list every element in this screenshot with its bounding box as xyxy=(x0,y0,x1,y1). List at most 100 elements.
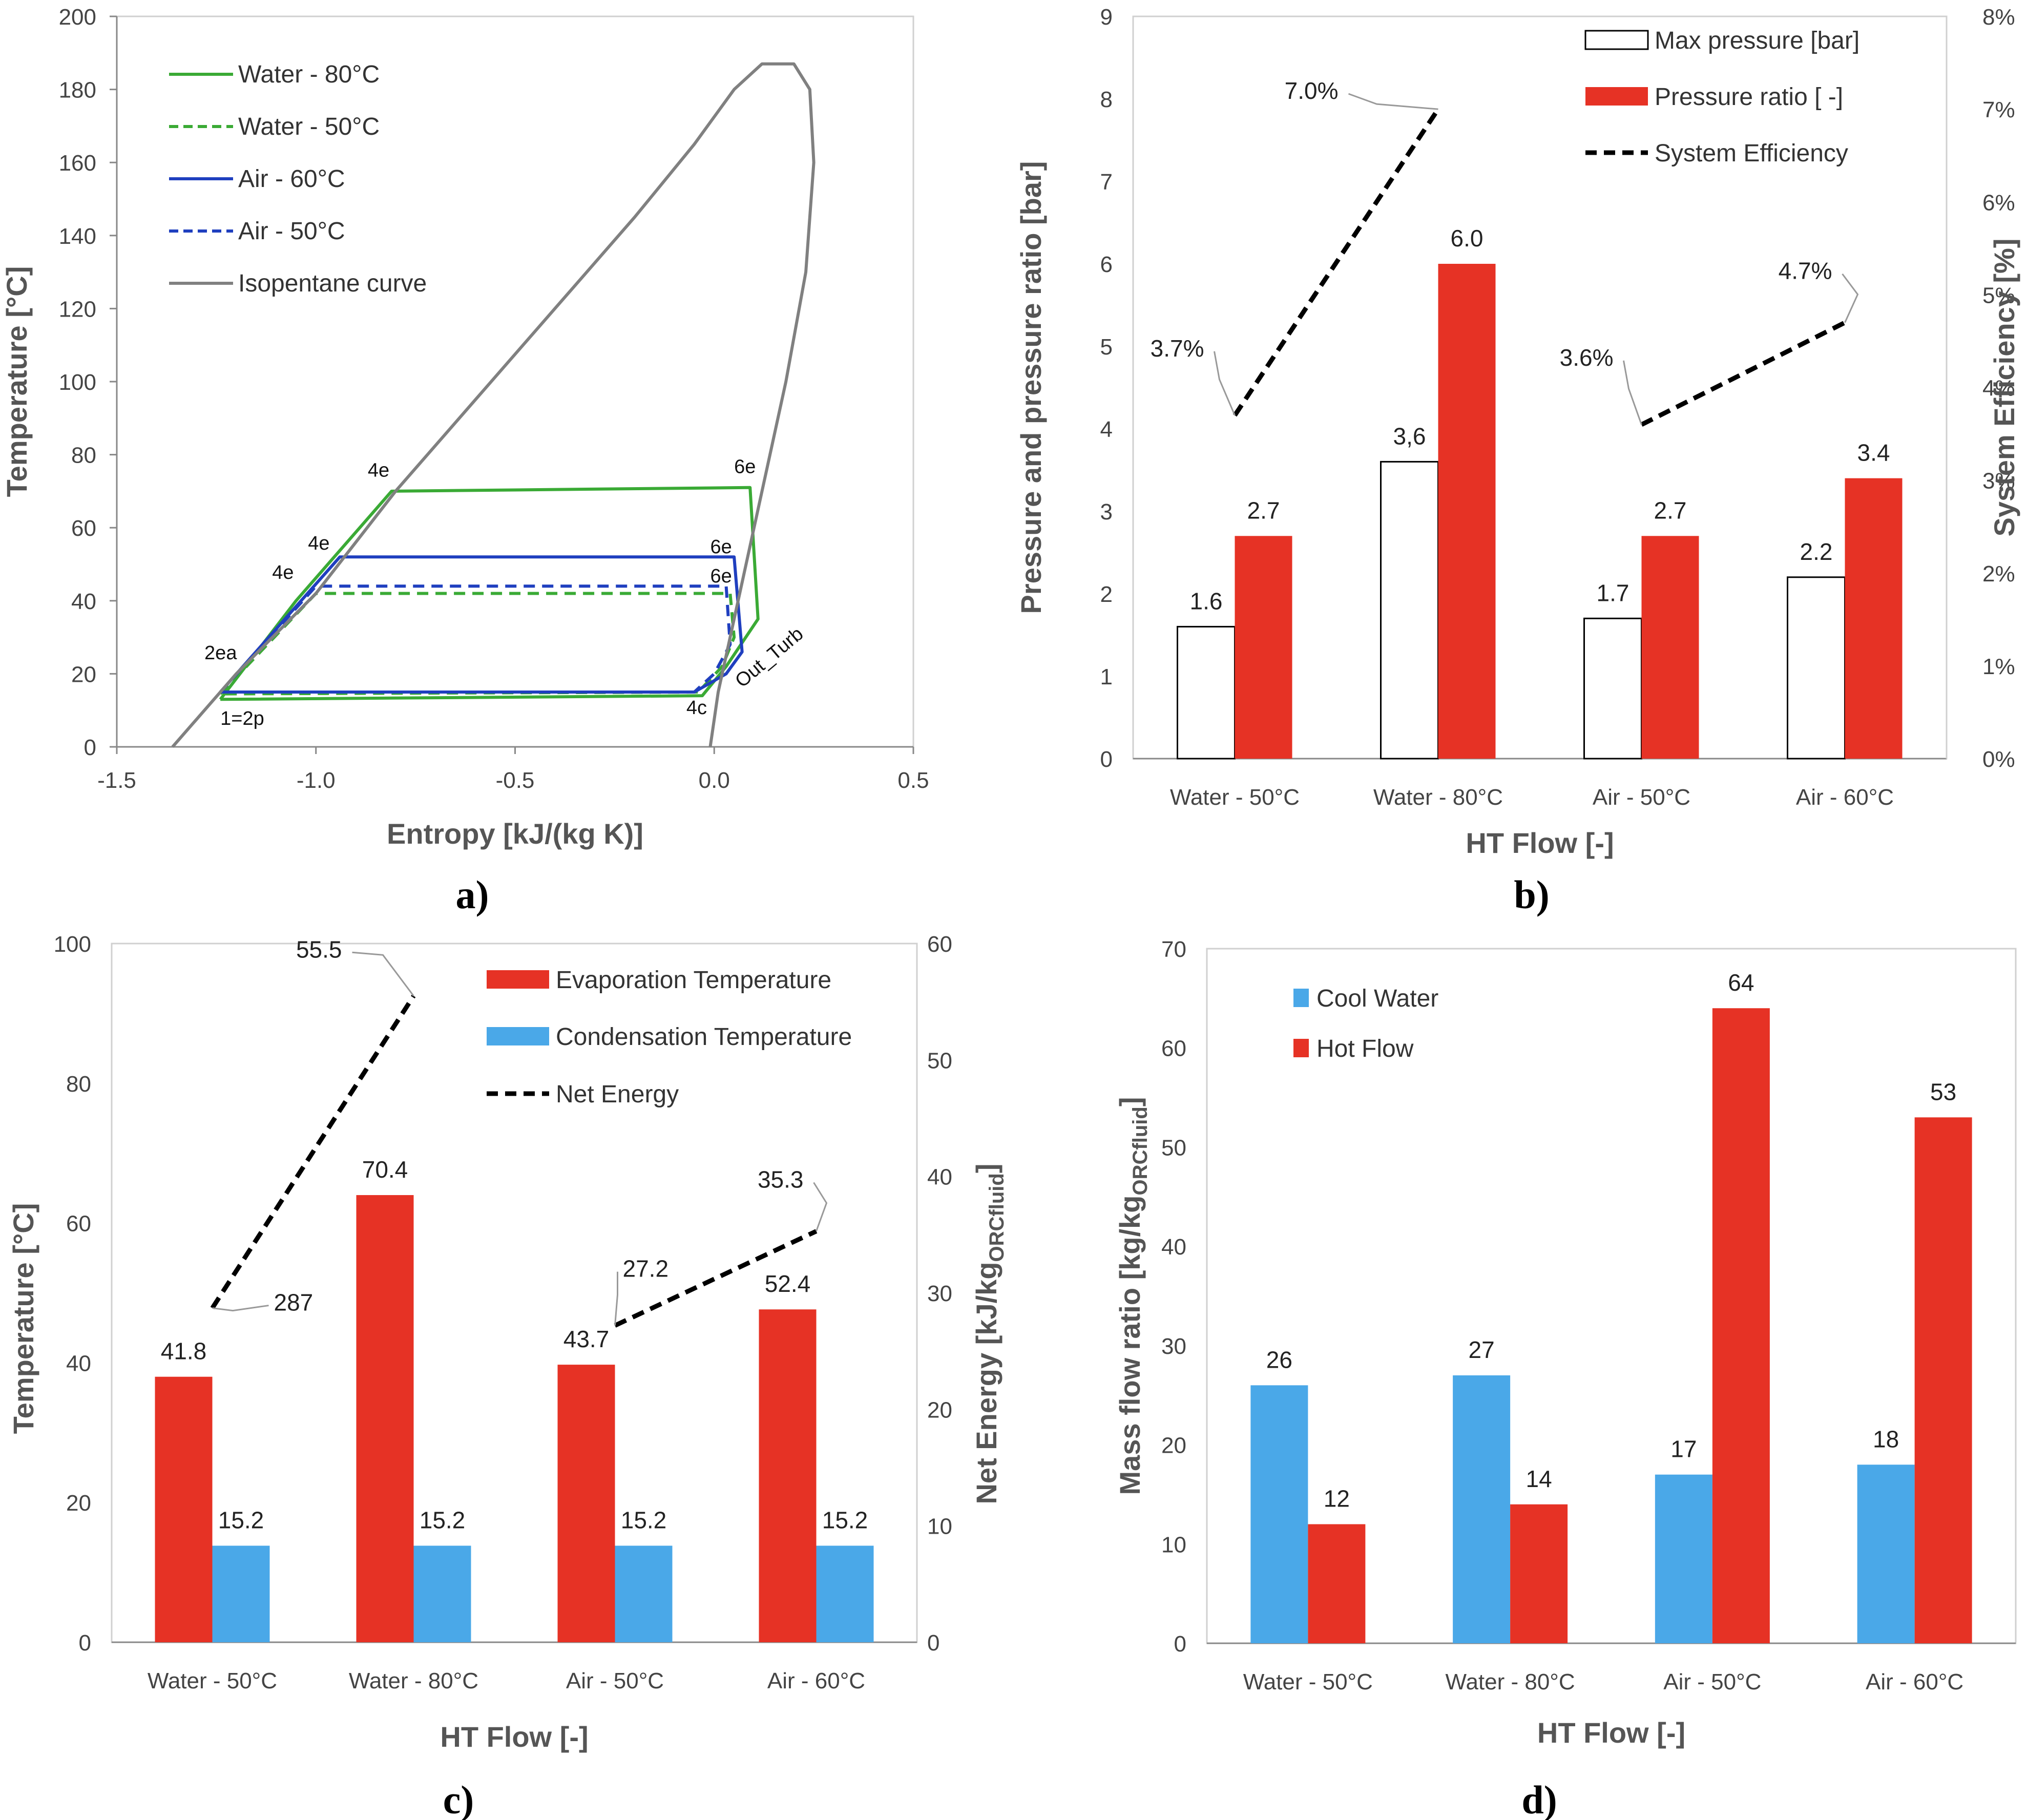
a-legend-label: Isopentane curve xyxy=(238,270,427,297)
d-y-tick-label: 40 xyxy=(1161,1235,1186,1260)
d-x-axis-title: HT Flow [-] xyxy=(1537,1717,1685,1749)
b-bar-value-label: 3,6 xyxy=(1393,423,1426,449)
d-bar xyxy=(1655,1474,1712,1643)
b-line-value-label: 7.0% xyxy=(1285,77,1339,104)
c-bar xyxy=(155,1376,213,1642)
b-bar-value-label: 6.0 xyxy=(1451,225,1483,252)
a-point-label: 6e xyxy=(710,566,732,587)
a-point-label: 4e xyxy=(368,459,389,481)
a-y-tick-label: 40 xyxy=(71,589,96,614)
b-bar xyxy=(1583,617,1642,760)
d-y-tick-label: 50 xyxy=(1161,1135,1186,1160)
c-y-tick-label: 80 xyxy=(66,1072,91,1097)
d-bar-value-label: 53 xyxy=(1930,1078,1956,1105)
b-bar xyxy=(1845,478,1903,759)
b-x-tick-label: Water - 80°C xyxy=(1373,785,1503,810)
c-line-leader xyxy=(352,951,414,997)
a-point-label: Out_Turb xyxy=(731,623,807,692)
c-line-leader xyxy=(212,1305,269,1312)
a-x-axis-title: Entropy [kJ/(kg K)] xyxy=(387,818,643,850)
d-bar xyxy=(1712,1008,1770,1643)
b-bar-value-label: 2.2 xyxy=(1800,538,1833,565)
a-series-line xyxy=(219,584,732,694)
a-y-tick-label: 0 xyxy=(84,735,96,760)
a-y-tick-label: 100 xyxy=(59,370,96,395)
a-point-label: 6e xyxy=(710,536,732,558)
a-y-tick-label: 160 xyxy=(59,151,96,176)
c-bar-value-label: 15.2 xyxy=(621,1507,667,1534)
b-bar-value-label: 1.6 xyxy=(1190,588,1223,614)
c-y2-tick-label: 20 xyxy=(927,1397,952,1422)
c-y-tick-label: 20 xyxy=(66,1491,91,1516)
d-legend-swatch xyxy=(1293,989,1309,1007)
d-bar-value-label: 12 xyxy=(1324,1486,1350,1512)
a-point-label: 4e xyxy=(272,562,294,583)
b-line-leader xyxy=(1214,351,1236,416)
b-line-segment xyxy=(1640,320,1846,427)
b-y2-tick-label: 0% xyxy=(1982,747,2015,772)
c-bar-value-label: 52.4 xyxy=(765,1270,811,1297)
b-y2-tick-label: 7% xyxy=(1982,97,2015,122)
b-y2-tick-label: 3% xyxy=(1982,469,2015,494)
c-x-tick-label: Air - 50°C xyxy=(566,1668,664,1693)
a-y-tick-label: 120 xyxy=(59,297,96,322)
d-bar xyxy=(1308,1524,1366,1643)
d-bar xyxy=(1857,1465,1915,1643)
b-y-tick-label: 6 xyxy=(1100,252,1113,277)
c-legend-label: Condensation Temperature xyxy=(556,1023,852,1051)
a-y-axis-title: Temperature [°C] xyxy=(1,266,33,497)
c-x-tick-label: Air - 60°C xyxy=(767,1668,865,1693)
c-bar-value-label: 70.4 xyxy=(362,1156,408,1183)
c-line-value-label: 35.3 xyxy=(758,1166,804,1193)
c-bar xyxy=(759,1309,817,1642)
b-bar xyxy=(1787,576,1846,760)
a-x-tick-label: -1.5 xyxy=(97,768,136,793)
d-x-tick-label: Air - 50°C xyxy=(1663,1669,1761,1695)
d-bar-value-label: 26 xyxy=(1266,1346,1292,1373)
c-line-value-label: 287 xyxy=(274,1289,314,1316)
b-legend-label: Max pressure [bar] xyxy=(1655,27,1859,54)
b-x-tick-label: Air - 60°C xyxy=(1796,785,1894,810)
d-bar-value-label: 18 xyxy=(1873,1426,1899,1452)
a-legend-label: Air - 50°C xyxy=(238,218,345,245)
b-line-leader xyxy=(1842,273,1859,323)
a-y-tick-label: 20 xyxy=(71,662,96,687)
d-y-tick-label: 60 xyxy=(1161,1036,1186,1061)
b-panel-label: b) xyxy=(1514,872,1549,917)
c-bar xyxy=(816,1545,874,1642)
c-y-tick-label: 100 xyxy=(54,932,91,957)
d-y-axis-title: Mass flow ratio [kg/kgORCfluid] xyxy=(1114,1097,1152,1495)
b-bar xyxy=(1438,264,1496,759)
d-bar xyxy=(1914,1117,1972,1643)
d-bar xyxy=(1453,1375,1511,1643)
b-bar-value-label: 2.7 xyxy=(1654,497,1687,524)
a-panel-label: a) xyxy=(456,872,489,917)
d-bar-value-label: 14 xyxy=(1526,1466,1552,1492)
b-y-axis-title: Pressure and pressure ratio [bar] xyxy=(1015,161,1047,614)
d-y-tick-label: 10 xyxy=(1161,1532,1186,1557)
c-bar-value-label: 41.8 xyxy=(161,1338,207,1365)
c-bar-value-label: 15.2 xyxy=(822,1507,868,1534)
b-y2-tick-label: 5% xyxy=(1982,283,2015,308)
d-y-tick-label: 0 xyxy=(1174,1631,1186,1657)
a-point-label: 6e xyxy=(734,456,756,477)
a-y-tick-label: 60 xyxy=(71,516,96,541)
c-y-axis-title: Temperature [°C] xyxy=(7,1203,39,1434)
c-line-segment xyxy=(210,994,416,1309)
b-x-tick-label: Air - 50°C xyxy=(1593,785,1690,810)
b-y-tick-label: 4 xyxy=(1100,417,1113,442)
a-x-tick-label: 0.5 xyxy=(897,768,929,793)
b-y-tick-label: 0 xyxy=(1100,747,1113,772)
c-x-tick-label: Water - 80°C xyxy=(349,1668,478,1693)
c-line-leader xyxy=(813,1182,828,1232)
b-y2-tick-label: 4% xyxy=(1982,376,2015,401)
a-x-tick-label: 0.0 xyxy=(699,768,730,793)
c-y2-tick-label: 30 xyxy=(927,1281,952,1306)
c-bar xyxy=(615,1545,673,1642)
b-line-segment xyxy=(1232,108,1440,417)
c-x-tick-label: Water - 50°C xyxy=(148,1668,277,1693)
d-bar-value-label: 17 xyxy=(1670,1436,1697,1462)
b-y-tick-label: 1 xyxy=(1100,664,1113,689)
c-line-segment xyxy=(614,1229,818,1328)
c-y-tick-label: 60 xyxy=(66,1211,91,1237)
